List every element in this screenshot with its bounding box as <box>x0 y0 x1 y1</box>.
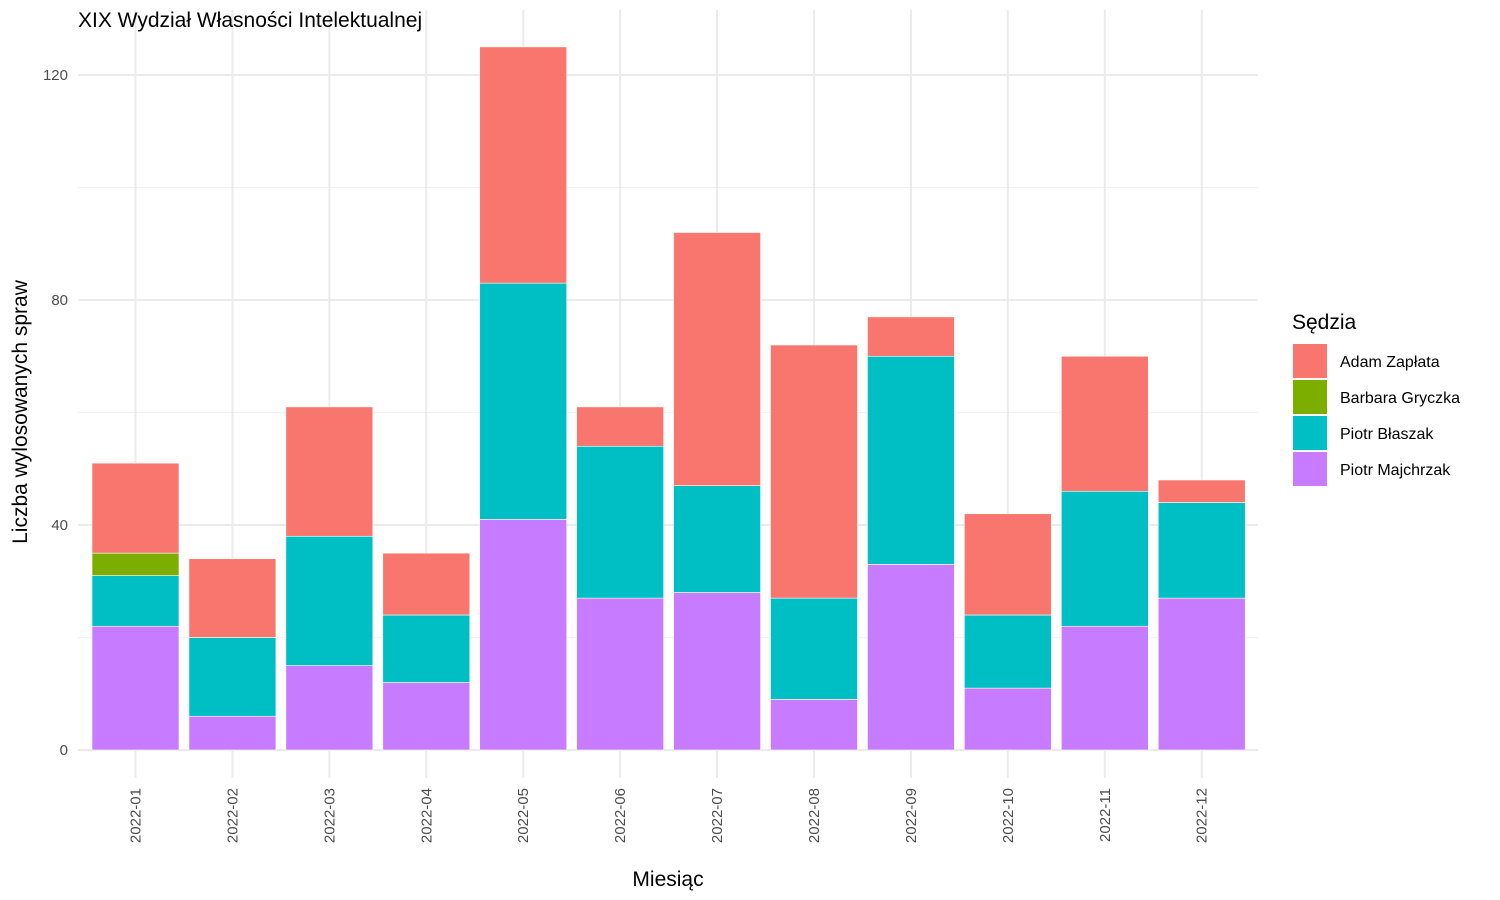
x-tick-label: 2022-05 <box>515 788 532 843</box>
bar-segment <box>1061 625 1149 751</box>
bar-segment <box>964 513 1052 616</box>
bar-segment <box>479 519 568 751</box>
bar-segment <box>285 665 374 751</box>
bar-segment <box>188 715 277 751</box>
x-tick-label: 2022-01 <box>128 788 145 843</box>
legend-items: Adam Zapłata Barbara Gryczka Piotr Błaszak… <box>1293 344 1460 486</box>
x-tick-label: 2022-04 <box>418 788 435 843</box>
y-tick-label: 40 <box>51 517 68 534</box>
x-tick-label: 2022-10 <box>1000 788 1017 843</box>
bar-segment <box>770 597 858 700</box>
bar-segment <box>673 232 761 486</box>
bar-segment <box>91 462 180 554</box>
x-tick-label: 2022-07 <box>709 788 726 843</box>
bar-segment <box>576 597 664 751</box>
legend-title: Sędzia <box>1292 311 1357 334</box>
bar-segment <box>479 46 568 284</box>
legend: Sędzia Adam Zapłata Barbara Gryczka Piotr … <box>1292 311 1460 486</box>
bar-segment <box>1061 355 1149 492</box>
bar-segment <box>964 614 1052 689</box>
bar-segment <box>673 592 761 751</box>
bar-segment <box>770 699 858 751</box>
bar-segment <box>91 552 180 576</box>
x-tick-label: 2022-03 <box>321 788 338 843</box>
bar-segment <box>188 558 277 638</box>
y-tick-label: 80 <box>51 292 68 309</box>
bar-segment <box>1157 502 1246 599</box>
legend-label: Barbara Gryczka <box>1340 390 1460 407</box>
x-tick-label: 2022-11 <box>1097 788 1114 842</box>
bar-segment <box>576 445 664 599</box>
y-axis-ticks: 0 40 80 120 <box>43 67 68 759</box>
legend-label: Piotr Majchrzak <box>1340 462 1451 479</box>
bar-segment <box>479 282 568 520</box>
bar-segment <box>867 355 955 565</box>
bar-segment <box>1157 479 1246 503</box>
y-tick-label: 120 <box>43 67 68 84</box>
x-tick-label: 2022-06 <box>612 788 629 843</box>
bar-segment <box>285 535 374 666</box>
bar-segment <box>382 552 471 616</box>
x-tick-label: 2022-09 <box>903 788 920 843</box>
x-tick-label: 2022-02 <box>224 788 241 843</box>
legend-label: Piotr Błaszak <box>1340 426 1434 443</box>
legend-swatch <box>1293 416 1327 450</box>
bar-segment <box>1157 597 1246 751</box>
bars <box>91 46 1246 751</box>
bar-segment <box>1061 490 1149 627</box>
bar-segment <box>91 625 180 751</box>
y-axis-title: Liczba wylosowanych spraw <box>9 279 32 544</box>
bar-segment <box>382 614 471 683</box>
bar-segment <box>867 564 955 751</box>
bar-segment <box>382 682 471 751</box>
bar-segment <box>673 485 761 593</box>
legend-label: Adam Zapłata <box>1340 354 1440 371</box>
bar-segment <box>188 637 277 717</box>
legend-swatch <box>1293 344 1327 378</box>
x-axis-ticks: 2022-01 2022-02 2022-03 2022-04 2022-05 2022-… <box>128 788 1211 843</box>
x-tick-label: 2022-12 <box>1194 788 1211 843</box>
legend-swatch <box>1293 452 1327 486</box>
y-tick-label: 0 <box>60 742 68 759</box>
bar-segment <box>770 344 858 599</box>
bar-segment <box>964 687 1052 751</box>
x-axis-title: Miesiąc <box>632 868 703 891</box>
x-tick-label: 2022-08 <box>806 788 823 843</box>
bar-segment <box>285 406 374 537</box>
bar-segment <box>91 575 180 627</box>
legend-swatch <box>1293 380 1327 414</box>
chart-title: XIX Wydział Własności Intelektualnej <box>78 9 422 32</box>
bar-segment <box>867 316 955 357</box>
bar-segment <box>576 406 664 447</box>
